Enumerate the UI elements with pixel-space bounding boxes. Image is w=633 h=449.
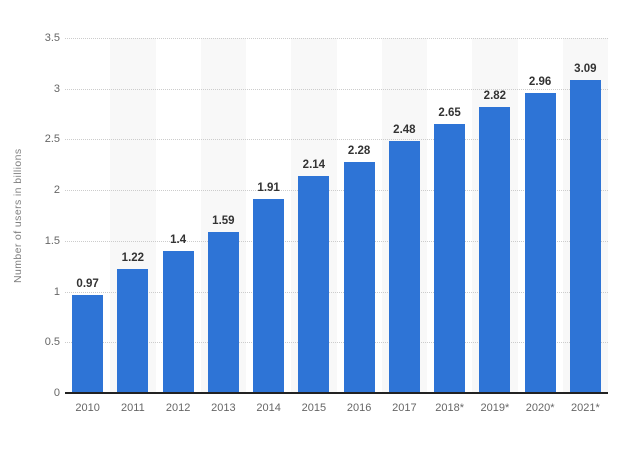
y-tick-label-2.5: 2.5 (44, 133, 60, 146)
bar-2011[interactable] (117, 269, 149, 393)
x-label-2018*: 2018* (435, 402, 464, 414)
value-label-2015: 2.14 (302, 158, 326, 171)
x-axis-line (65, 392, 608, 394)
bar-2013[interactable] (207, 231, 239, 393)
x-label-2015: 2015 (301, 402, 327, 414)
x-label-2011: 2011 (121, 402, 145, 414)
x-label-2010: 2010 (75, 402, 100, 414)
value-label-2011: 1.22 (121, 252, 145, 265)
gridline-3.5 (65, 38, 608, 39)
bar-2018*[interactable] (434, 124, 466, 393)
value-label-2021*: 3.09 (574, 62, 597, 75)
x-label-2016: 2016 (346, 402, 372, 414)
y-tick-label-3.5: 3.5 (44, 32, 60, 44)
bar-2021*[interactable] (569, 79, 601, 393)
value-label-2019*: 2.82 (483, 89, 507, 102)
value-label-2020*: 2.96 (528, 75, 552, 88)
y-tick-label-1.5: 1.5 (44, 234, 60, 247)
x-label-2013: 2013 (211, 402, 236, 414)
value-label-2018*: 2.65 (438, 107, 461, 120)
x-label-2012: 2012 (165, 402, 191, 414)
y-tick-label-0.5: 0.5 (44, 336, 60, 349)
gridline-0.5 (65, 342, 608, 344)
bar-2020*[interactable] (524, 92, 556, 393)
gridline-2 (65, 190, 608, 192)
bar-2019*[interactable] (479, 106, 511, 393)
y-tick-label-3: 3 (53, 82, 60, 95)
x-label-2014: 2014 (256, 402, 281, 414)
bar-2015[interactable] (298, 175, 330, 393)
y-tick-label-1: 1 (53, 285, 60, 298)
value-label-2010: 0.97 (76, 277, 99, 290)
value-label-2014: 1.91 (257, 182, 280, 195)
plot-area: 0.97 1.22 1.4 1.59 1.91 2.14 2.28 2.48 2.65 2.82 2… (65, 38, 608, 394)
x-label-2021*: 2021* (570, 402, 600, 414)
y-tick-label-2: 2 (53, 184, 60, 197)
x-label-2020*: 2020* (525, 402, 555, 414)
bar-2016[interactable] (343, 161, 375, 393)
value-label-2017: 2.48 (393, 124, 416, 137)
value-label-2013: 1.59 (212, 214, 235, 227)
bar-2012[interactable] (162, 251, 194, 393)
gridline-2.5 (65, 139, 608, 141)
gridline-1.5 (65, 240, 608, 242)
bar-2010[interactable] (72, 294, 104, 393)
x-label-2017: 2017 (392, 402, 417, 414)
y-tick-label-0: 0 (53, 387, 60, 399)
bar-2014[interactable] (253, 199, 285, 393)
x-label-2019*: 2019* (480, 402, 510, 414)
value-label-2012: 1.4 (170, 234, 187, 246)
gridline-3 (65, 88, 608, 90)
value-label-2016: 2.28 (347, 144, 371, 157)
bar-2017[interactable] (388, 141, 420, 393)
gridline-1 (65, 291, 608, 293)
